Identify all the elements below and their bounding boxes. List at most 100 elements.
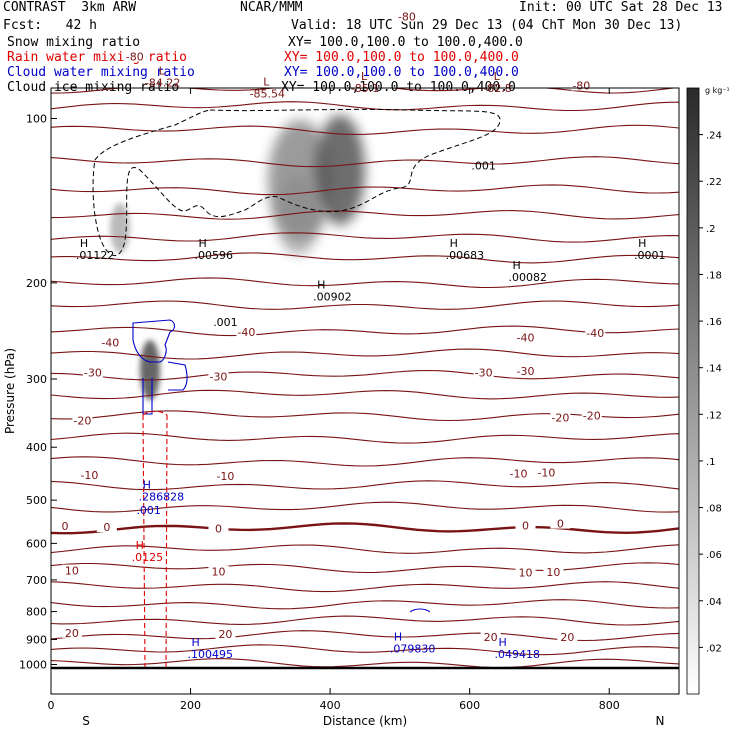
colorbar-tick-label: .22 [706,177,722,188]
contour-label-bg [215,470,236,482]
temperature-contour-label: -10 [537,467,555,480]
high-value: .079830 [390,643,436,656]
contour-label-bg [82,366,103,378]
temperature-contour-label: 10 [65,565,79,578]
north-label: N [656,714,665,728]
high-value: .286828 [139,490,185,503]
temperature-contour-line [51,581,679,593]
temperature-contour-label: 0 [557,518,564,531]
temperature-contour-line [51,348,679,360]
temperature-contour-label: 0 [522,519,529,532]
field-label-snow: Snow mixing ratio [7,35,141,50]
temperature-contour-line [51,232,679,243]
snow-shading [110,115,365,400]
temperature-contour-label: 10 [211,566,225,579]
high-value: .00683 [446,249,485,262]
temperature-contour-label: 20 [65,627,79,640]
contour-label-bg [508,467,529,479]
x-tick-label: 0 [48,699,55,712]
contour-label-bg [515,519,536,531]
temperature-contour-line [51,480,679,491]
mixing-ratio-contours [92,108,501,669]
temperature-contour-label: -10 [510,468,528,481]
temperature-contour-label: -80 [126,51,144,64]
south-label: S [82,714,90,728]
contour-label-bg [536,466,557,478]
high-value: .049418 [495,648,541,661]
colorbar-tick-label: .14 [706,364,722,375]
high-marker: H [499,636,507,649]
temperature-contour-line [51,389,679,400]
temperature-contour-label: -10 [80,469,98,482]
temperature-contour-line [51,184,679,196]
temperature-contour-line [51,277,679,289]
y-tick-label: 1000 [19,659,47,672]
contour-labels: -80 -80 -80 -40 -40 -40 -40 -30 -30 -30 -30 -20 -20 -… [54,10,666,661]
contour-label-bg [215,628,236,640]
temperature-contour-line [51,369,679,381]
temperature-contour-line [51,252,679,264]
x-tick-label: 200 [180,699,201,712]
contour-label-bg [208,565,229,577]
temperature-contour-label: -30 [475,367,493,380]
high-value: .0001 [634,249,666,262]
colorbar-units: g kg⁻¹ [705,86,730,95]
low-value: -84.22 [145,77,180,90]
contour-label-bg [571,79,592,91]
temperature-contour-line [51,522,679,535]
low-marker: L [159,65,166,78]
high-value: .00902 [313,291,352,304]
temperature-contour-label: -40 [586,327,604,340]
high-value: .01122 [76,249,115,262]
colorbar-ramp [686,87,700,695]
y-tick-label: 500 [26,494,47,507]
temperature-contour-line [51,124,679,135]
temperature-contour-label: -20 [73,414,91,427]
x-tick-label: 600 [459,699,480,712]
temperature-contour-line [51,55,679,63]
colorbar-tick-label: .12 [706,410,722,421]
forecast-hour: Fcst: 42 h [3,18,97,33]
contour-value-label: .001 [471,160,496,173]
plot-frame [50,87,680,695]
low-marker: L [263,76,270,89]
temperature-contour-line [51,16,679,25]
y-tick-label: 800 [26,606,47,619]
low-marker: L [494,70,501,83]
contour-label-bg [61,564,82,576]
low-marker: L [361,70,368,83]
contour-label-bg [236,325,257,337]
field-label-cloud-water: Cloud water mixing ratio [7,65,195,80]
x-axis-title: Distance (km) [323,714,407,728]
temperature-contour-line [51,432,679,444]
contour-label-bg [550,411,571,423]
temperature-contour-line [51,101,679,112]
high-marker: H [394,631,402,644]
high-marker: H [317,279,325,292]
high-value: .00596 [194,249,233,262]
temperature-contour-label: -30 [84,367,102,380]
temperature-contour-line [51,562,679,574]
high-marker: H [638,237,646,250]
colorbar-tick-label: .2 [706,224,716,235]
cloud-water-contour-mid [167,361,188,391]
temperature-contour-label: 0 [61,520,68,533]
high-marker: H [80,237,88,250]
colorbar-tick-label: .1 [706,457,716,468]
contour-label-bg [124,50,145,62]
temperature-contour-line [51,658,679,669]
contour-label-bg [557,630,578,642]
contour-label-bg [61,626,82,638]
valid-time: Valid: 18 UTC Sun 29 Dec 13 (04 ChT Mon … [291,18,683,33]
temperature-contour-label: 10 [518,566,532,579]
colorbar-tick-label: .18 [706,270,722,281]
init-time: Init: 00 UTC Sat 28 Dec 13 [519,0,723,15]
temperature-contour-label: 20 [560,631,574,644]
temperature-contour-line [51,325,679,337]
contour-value-label: .001 [136,504,161,517]
axes: 0 200 400 600 800100200300400500600700800900… [19,88,620,712]
temperature-contour-label: -20 [583,410,601,423]
field-xy-cloud-water: XY= 100.0,100.0 to 100.0,400.0 [284,65,519,80]
contour-label-bg [480,630,501,642]
colorbar-tick-label: .24 [706,131,722,142]
